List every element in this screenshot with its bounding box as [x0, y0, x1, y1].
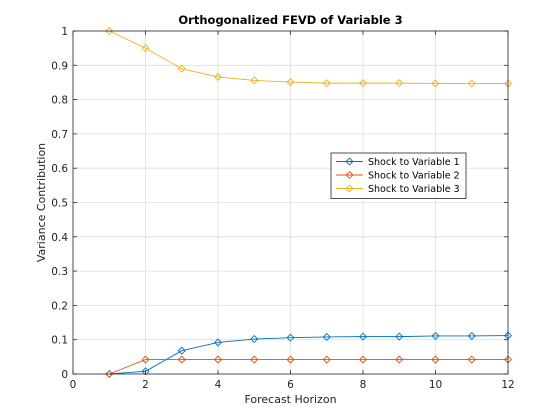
y-tick-label: 0.8 [51, 95, 68, 107]
data-point [358, 79, 368, 88]
series-line [109, 359, 508, 375]
x-tick-label: 2 [142, 379, 149, 391]
data-point [431, 79, 440, 88]
data-point [322, 332, 331, 341]
x-tick-label: 4 [215, 379, 222, 391]
legend-marker [345, 157, 354, 166]
data-point [467, 331, 476, 340]
data-point [286, 78, 295, 87]
legend-marker [345, 184, 354, 193]
data-point [141, 355, 150, 364]
legend: Shock to Variable 1 Shock to Variable 2 Sh… [330, 152, 467, 199]
data-point [322, 79, 331, 88]
data-point [286, 333, 295, 342]
series-3 [105, 26, 513, 88]
y-tick-label: 0.7 [51, 129, 68, 141]
data-point [250, 76, 259, 85]
data-point [213, 338, 223, 347]
chart-title: Orthogonalized FEVD of Variable 3 [178, 13, 402, 27]
legend-marker [345, 170, 354, 180]
data-point [286, 355, 295, 364]
series-line [109, 335, 509, 375]
data-point [141, 44, 150, 53]
legend-label: Shock to Variable 1 [368, 157, 460, 168]
series-1 [105, 331, 513, 379]
y-tick-label: 0.9 [51, 60, 68, 72]
x-tick-label: 10 [429, 379, 442, 391]
legend-item: Shock to Variable 3 [336, 184, 460, 195]
data-point [358, 355, 368, 364]
axis-ticks: 0 2 4 6 8 10 12 0 0.1 0.2 0.3 0.4 0.5 0.6 0.7 0.8 0.9 1 [51, 26, 514, 391]
y-tick-label: 0.1 [51, 335, 68, 347]
x-tick-label: 6 [287, 379, 294, 391]
x-tick-label: 12 [501, 379, 514, 391]
data-point [213, 355, 223, 364]
data-point [395, 332, 404, 341]
data-point [395, 79, 404, 88]
data-point [177, 346, 186, 355]
y-tick-label: 0.4 [51, 232, 68, 244]
data-point [177, 355, 186, 364]
series-line [109, 30, 508, 84]
data-point [467, 79, 476, 88]
legend-item: Shock to Variable 1 [336, 157, 460, 168]
data-point [322, 355, 331, 364]
data-point [431, 331, 440, 340]
y-tick-label: 0.3 [51, 266, 68, 278]
legend-label: Shock to Variable 3 [368, 184, 460, 195]
data-point [105, 26, 114, 36]
legend-item: Shock to Variable 2 [336, 171, 460, 182]
data-point [213, 72, 223, 81]
y-tick-label: 0.2 [51, 300, 68, 312]
data-point [177, 64, 186, 73]
data-point [250, 334, 259, 344]
data-point [358, 332, 368, 341]
legend-label: Shock to Variable 2 [368, 171, 460, 182]
series-layer [105, 26, 513, 379]
data-point [105, 369, 114, 379]
data-point [395, 355, 404, 364]
y-tick-label: 0 [61, 369, 68, 381]
data-point [141, 367, 150, 376]
legend-box [330, 152, 467, 199]
x-tick-label: 0 [70, 379, 77, 391]
x-axis-label: Forecast Horizon [244, 393, 336, 406]
y-axis-label: Variance Contribution [35, 143, 48, 262]
data-point [467, 355, 476, 364]
data-point [431, 355, 440, 364]
y-tick-label: 0.6 [51, 163, 68, 175]
y-tick-label: 1 [61, 26, 68, 38]
x-tick-label: 8 [360, 379, 367, 391]
y-tick-label: 0.5 [51, 198, 68, 210]
data-point [250, 355, 259, 364]
